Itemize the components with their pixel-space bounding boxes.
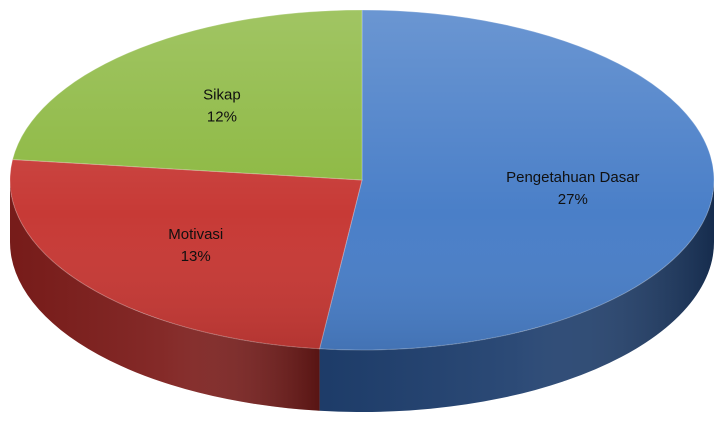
pie-gloss (10, 10, 714, 350)
slice-label-pengetahuan-dasar: Pengetahuan Dasar 27% (506, 169, 639, 208)
slice-side-shade-pengetahuan-dasar (319, 180, 714, 412)
pie-sheen (10, 10, 714, 350)
slice-label-sikap: Sikap 12% (203, 87, 241, 126)
slice-label-motivasi: Motivasi 13% (168, 226, 223, 265)
slice-side-shade-motivasi (9, 180, 320, 411)
pie-sides (9, 180, 714, 412)
pie-labels: Pengetahuan Dasar 27% Motivasi 13% Sikap 12% (168, 87, 639, 265)
